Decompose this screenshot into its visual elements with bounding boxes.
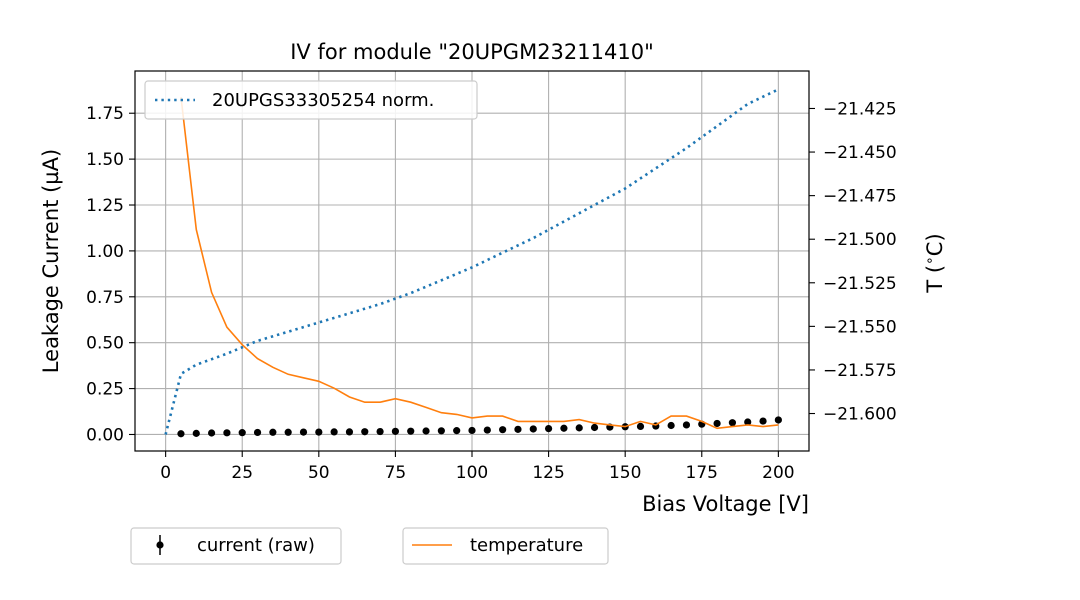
current-raw-point: [637, 423, 644, 430]
current-raw-point: [484, 426, 491, 433]
y2-tick-label: −21.500: [823, 230, 897, 250]
current-raw-point: [208, 429, 215, 436]
current-raw-point: [193, 430, 200, 437]
x-tick-label: 125: [532, 463, 564, 483]
current-raw-point: [223, 429, 230, 436]
x-tick-label: 150: [609, 463, 641, 483]
current-raw-point: [668, 422, 675, 429]
y-tick-label: 1.00: [86, 242, 124, 262]
x-tick-label: 75: [385, 463, 407, 483]
current-raw-point: [775, 416, 782, 423]
y-tick-label: 0.25: [86, 380, 124, 400]
y2-axis-title: T (∘C): [922, 233, 947, 293]
current-raw-point: [269, 429, 276, 436]
legend-reference: 20UPGS33305254 norm.: [145, 81, 477, 119]
y2-tick-label: −21.475: [823, 187, 897, 207]
legend-temperature: temperature: [403, 528, 608, 564]
current-raw-point: [499, 426, 506, 433]
current-raw-point: [576, 424, 583, 431]
y2-tick-label: −21.600: [823, 405, 897, 425]
current-raw-point: [315, 428, 322, 435]
y-tick-label: 0.75: [86, 288, 124, 308]
current-raw-point: [713, 420, 720, 427]
current-raw-point: [759, 417, 766, 424]
series-layer: [166, 89, 782, 437]
current-raw-point: [177, 430, 184, 437]
current-raw-point: [514, 426, 521, 433]
x-tick-label: 0: [160, 463, 171, 483]
current-raw-point: [407, 428, 414, 435]
current-raw-point: [346, 428, 353, 435]
x-tick-label: 100: [456, 463, 488, 483]
legend-label-current: current (raw): [197, 535, 315, 556]
y2-tick-label: −21.575: [823, 361, 897, 381]
current-raw-point: [591, 424, 598, 431]
x-axis-title: Bias Voltage [V]: [642, 492, 809, 516]
grid-lines: [135, 71, 809, 451]
y-tick-label: 1.75: [86, 104, 124, 124]
chart-title: IV for module "20UPGM23211410": [290, 40, 654, 64]
y2-tick-label: −21.450: [823, 143, 897, 163]
current-raw-point: [361, 428, 368, 435]
current-raw-point: [683, 421, 690, 428]
current-raw-point: [239, 429, 246, 436]
x-tick-label: 50: [308, 463, 330, 483]
current-raw-point: [422, 427, 429, 434]
current-raw-point: [545, 425, 552, 432]
current-raw-point: [468, 427, 475, 434]
x-tick-label: 25: [231, 463, 253, 483]
legend-current: current (raw): [131, 528, 341, 564]
y-tick-label: 0.00: [86, 425, 124, 445]
current-raw-point: [300, 428, 307, 435]
legend-label-norm: 20UPGS33305254 norm.: [212, 90, 434, 111]
y2-tick-label: −21.525: [823, 274, 897, 294]
y-axis-title: Leakage Current (µA): [39, 149, 63, 373]
y2-tick-label: −21.425: [823, 99, 897, 119]
current-raw-point: [392, 428, 399, 435]
current-raw-point: [729, 419, 736, 426]
current-raw-point: [560, 425, 567, 432]
current-raw-point: [376, 428, 383, 435]
legend-swatch-point: [156, 541, 163, 548]
current-raw-point: [285, 429, 292, 436]
current-raw-point: [331, 428, 338, 435]
x-tick-label: 200: [762, 463, 794, 483]
y-tick-label: 1.50: [86, 150, 124, 170]
current-raw-point: [254, 429, 261, 436]
current-raw-point: [530, 425, 537, 432]
y-tick-label: 1.25: [86, 196, 124, 216]
y2-tick-label: −21.550: [823, 317, 897, 337]
legend-label-temperature: temperature: [470, 535, 583, 556]
current-raw-point: [453, 427, 460, 434]
x-tick-label: 175: [686, 463, 718, 483]
y-tick-label: 0.50: [86, 334, 124, 354]
current-raw-point: [438, 427, 445, 434]
